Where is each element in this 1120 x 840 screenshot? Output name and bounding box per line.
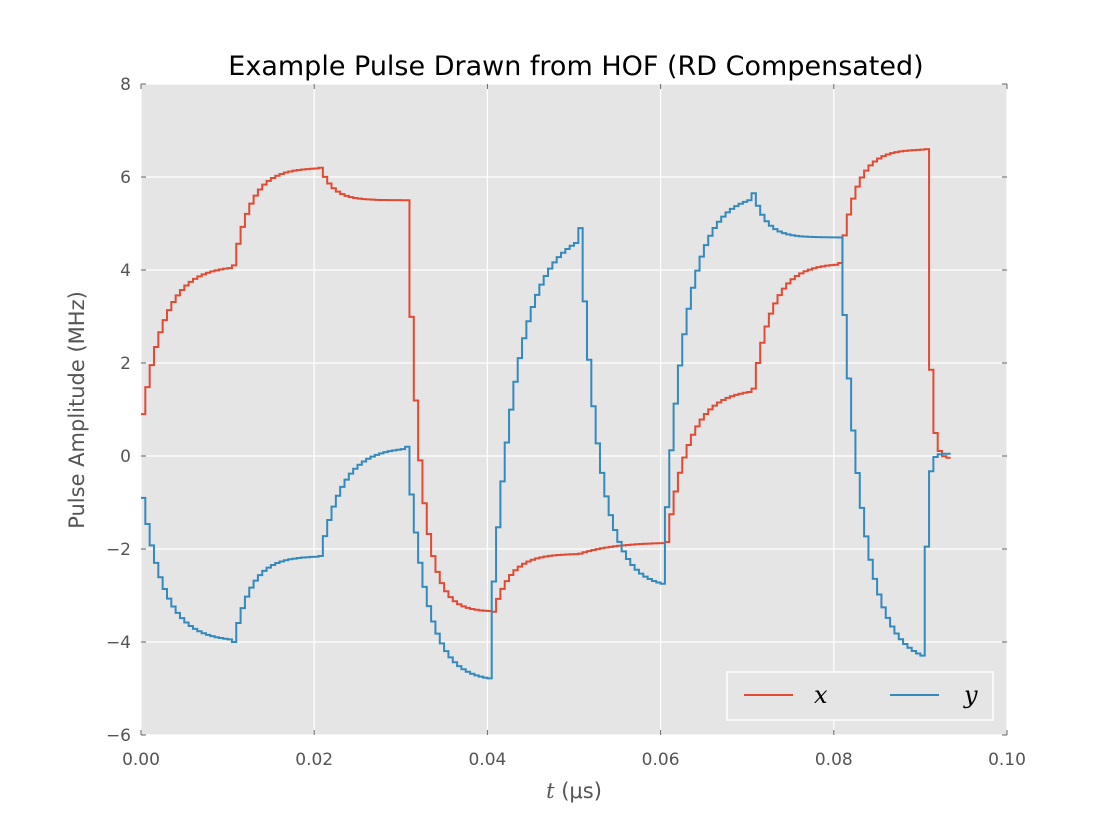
y-tick-label: 0 (120, 447, 131, 467)
x-tick-label: 0.00 (122, 750, 160, 770)
legend-label-x: x (814, 681, 828, 709)
y-tick-label: 8 (120, 75, 131, 95)
y-tick-label: 6 (120, 168, 131, 188)
x-tick-label: 0.04 (468, 750, 506, 770)
y-axis-label: Pulse Amplitude (MHz) (65, 291, 89, 529)
x-tick-label: 0.08 (815, 750, 853, 770)
y-tick-label: −6 (106, 726, 131, 746)
series-line-x (141, 148, 951, 613)
grid (140, 83, 1008, 736)
y-tick-label: 2 (120, 354, 131, 374)
series-line-y (141, 192, 951, 680)
series-lines (141, 148, 951, 680)
legend-label-y: y (963, 681, 978, 709)
axis-ticks: 0.00 0.02 0.04 0.06 0.08 0.10 −6 −4 −2 0 2 4 6 8 (106, 75, 1026, 770)
y-tick-label: 4 (120, 261, 131, 281)
x-tick-label: 0.02 (295, 750, 333, 770)
plot-area (141, 84, 1007, 735)
y-tick-label: −2 (106, 540, 131, 560)
legend: x y (726, 671, 994, 721)
x-axis-label-symbol: t (546, 779, 555, 803)
chart-title: Example Pulse Drawn from HOF (RD Compens… (228, 51, 923, 82)
x-axis-label: t (μs) (546, 779, 602, 803)
x-axis-label-unit: (μs) (555, 779, 602, 803)
y-tick-label: −4 (106, 633, 131, 653)
x-tick-label: 0.10 (988, 750, 1026, 770)
x-tick-label: 0.06 (642, 750, 680, 770)
